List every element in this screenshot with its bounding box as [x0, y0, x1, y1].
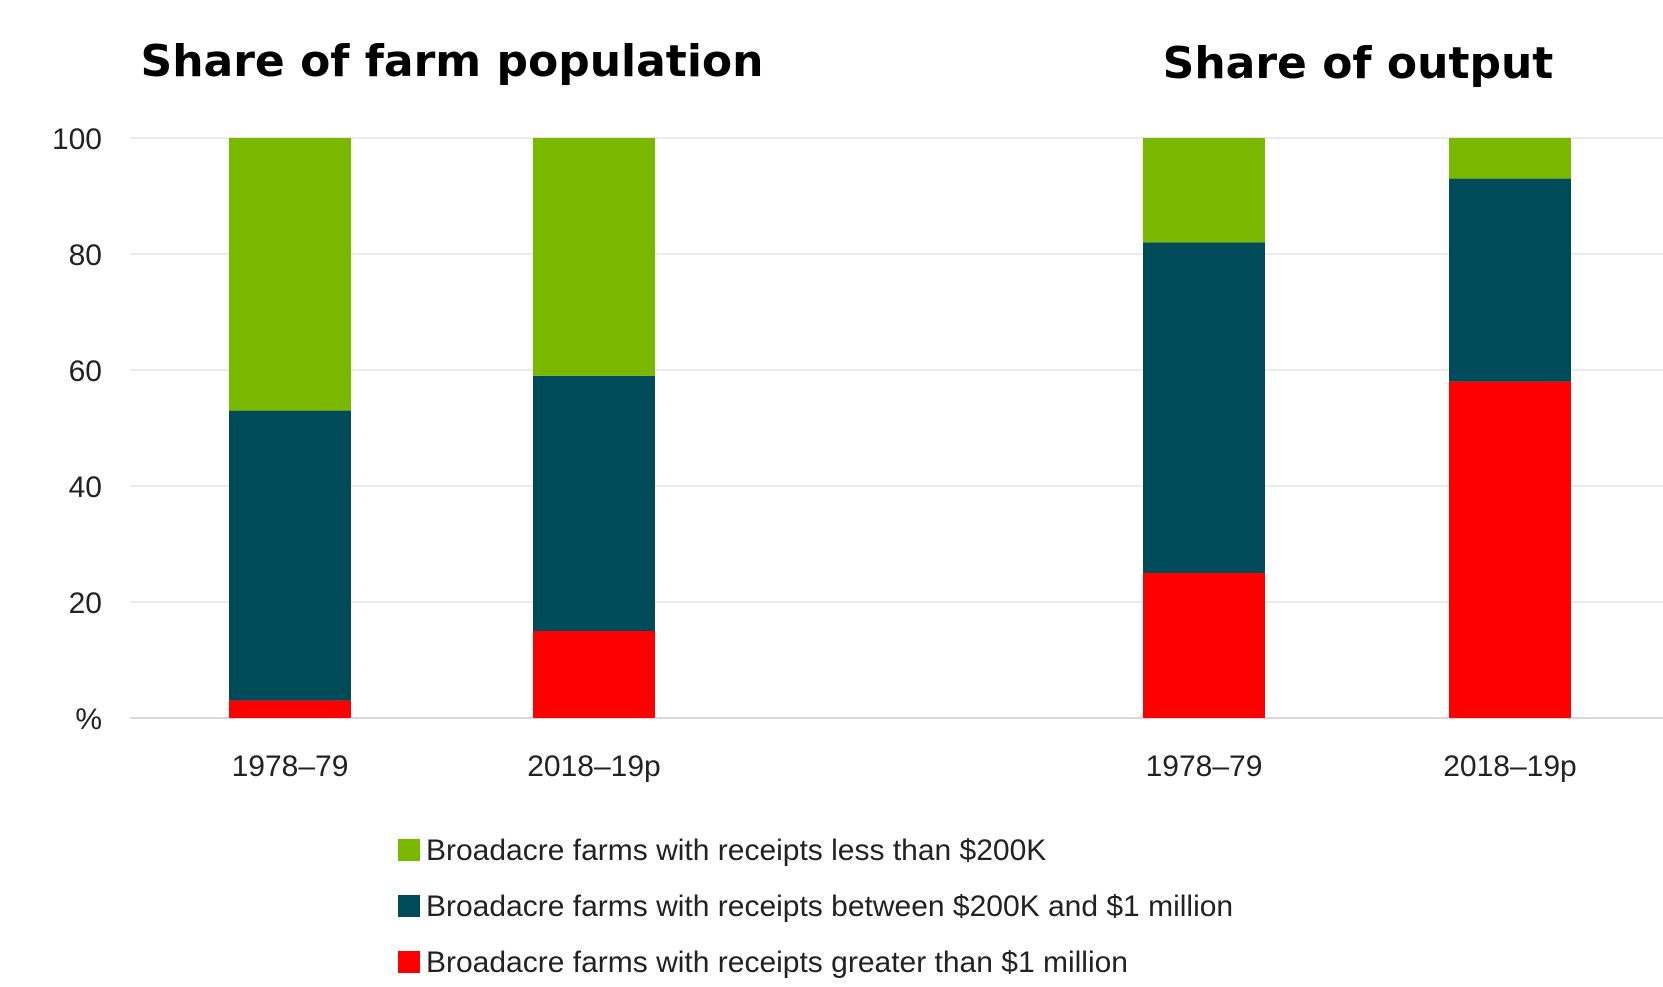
bar-segment-less_200k	[533, 138, 655, 376]
bar-segment-between	[229, 410, 351, 701]
bars	[229, 138, 1571, 718]
panel-titles: Share of farm population Share of output	[141, 36, 1554, 89]
legend-swatch-less_200k	[398, 839, 420, 861]
legend-swatch-greater_1m	[398, 951, 420, 973]
x-axis-labels: 1978–79 2018–19p 1978–79 2018–19p	[232, 750, 1577, 783]
y-tick-label: 80	[69, 239, 102, 272]
y-tick-label: 60	[69, 355, 102, 388]
x-tick-label: 2018–19p	[527, 750, 660, 783]
legend: Broadacre farms with receipts less than …	[398, 834, 1233, 979]
legend-label: Broadacre farms with receipts between $2…	[426, 890, 1233, 923]
bar-segment-less_200k	[1449, 138, 1571, 179]
y-tick-label: 20	[69, 587, 102, 620]
bar-segment-less_200k	[1143, 138, 1265, 243]
bar-segment-between	[533, 375, 655, 631]
y-tick-label: 40	[69, 471, 102, 504]
x-tick-label: 2018–19p	[1443, 750, 1576, 783]
x-tick-label: 1978–79	[232, 750, 349, 783]
bar-segment-less_200k	[229, 138, 351, 411]
bar-segment-greater_1m	[1449, 381, 1571, 718]
y-axis-unit-label: %	[75, 703, 102, 736]
bar-segment-between	[1143, 242, 1265, 573]
x-tick-label: 1978–79	[1146, 750, 1263, 783]
y-tick-label: 100	[52, 123, 102, 156]
bar-segment-greater_1m	[1143, 573, 1265, 718]
legend-label: Broadacre farms with receipts less than …	[426, 834, 1046, 867]
y-axis: % 20 40 60 80 100	[52, 123, 102, 736]
gridlines	[130, 137, 1663, 719]
bar-segment-greater_1m	[229, 700, 351, 718]
panel-title: Share of farm population	[141, 36, 764, 87]
legend-swatch-between	[398, 895, 420, 917]
bar-segment-greater_1m	[533, 631, 655, 718]
panel-title: Share of output	[1163, 38, 1554, 89]
legend-label: Broadacre farms with receipts greater th…	[426, 946, 1128, 979]
bar-segment-between	[1449, 178, 1571, 382]
